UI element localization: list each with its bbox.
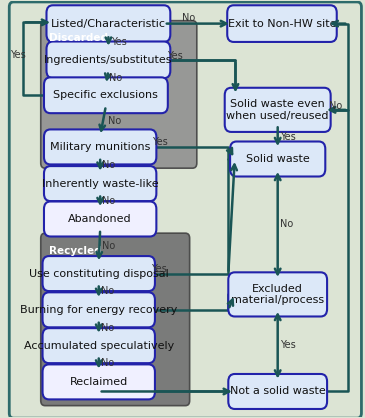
Text: Yes: Yes [280,340,296,350]
Text: No: No [328,101,342,111]
FancyBboxPatch shape [44,130,156,164]
Text: No: No [102,241,116,251]
FancyBboxPatch shape [43,292,155,327]
Text: Yes: Yes [111,36,127,46]
Text: Yes: Yes [167,51,182,61]
Text: Ingredients/substitutes: Ingredients/substitutes [44,55,173,65]
Text: Burning for energy recovery: Burning for energy recovery [20,305,177,315]
FancyBboxPatch shape [43,328,155,363]
Text: No: No [101,323,114,333]
Text: No: No [102,160,116,170]
Text: Exit to Non-HW site: Exit to Non-HW site [228,19,336,28]
FancyBboxPatch shape [43,364,155,399]
Text: Excluded
material/process: Excluded material/process [231,283,324,305]
Text: No: No [108,116,121,126]
Text: No: No [102,196,116,206]
Text: Yes: Yes [10,50,26,60]
FancyBboxPatch shape [44,201,156,237]
Text: Specific exclusions: Specific exclusions [53,90,158,100]
Text: Use constituting disposal: Use constituting disposal [29,269,169,278]
FancyBboxPatch shape [227,5,337,42]
Text: Yes: Yes [153,138,168,147]
Text: Abandoned: Abandoned [68,214,132,224]
FancyBboxPatch shape [9,2,361,418]
Text: Yes: Yes [280,132,296,142]
Text: Recycled: Recycled [49,246,102,256]
Text: No: No [101,358,114,368]
FancyBboxPatch shape [228,374,327,409]
Text: No: No [101,286,114,296]
Text: Solid waste even
when used/reused: Solid waste even when used/reused [226,99,329,121]
FancyBboxPatch shape [230,142,325,176]
Text: Listed/Characteristic: Listed/Characteristic [51,19,166,28]
Text: No: No [110,73,123,83]
FancyBboxPatch shape [41,233,190,405]
FancyBboxPatch shape [225,88,331,132]
FancyBboxPatch shape [228,272,327,316]
FancyBboxPatch shape [46,41,170,78]
Text: No: No [182,13,195,23]
FancyBboxPatch shape [44,77,168,113]
FancyBboxPatch shape [41,21,197,168]
Text: Accumulated speculatively: Accumulated speculatively [24,341,174,351]
Text: Military munitions: Military munitions [50,142,150,152]
FancyBboxPatch shape [43,256,155,291]
Text: No: No [280,219,293,229]
FancyBboxPatch shape [46,5,170,42]
FancyBboxPatch shape [44,166,156,201]
Text: Reclaimed: Reclaimed [70,377,128,387]
Text: Discarded: Discarded [49,33,108,43]
Text: Solid waste: Solid waste [246,154,310,164]
Text: Inherently waste-like: Inherently waste-like [42,178,158,189]
Text: Yes: Yes [151,264,167,274]
Text: Not a solid waste: Not a solid waste [230,387,326,397]
